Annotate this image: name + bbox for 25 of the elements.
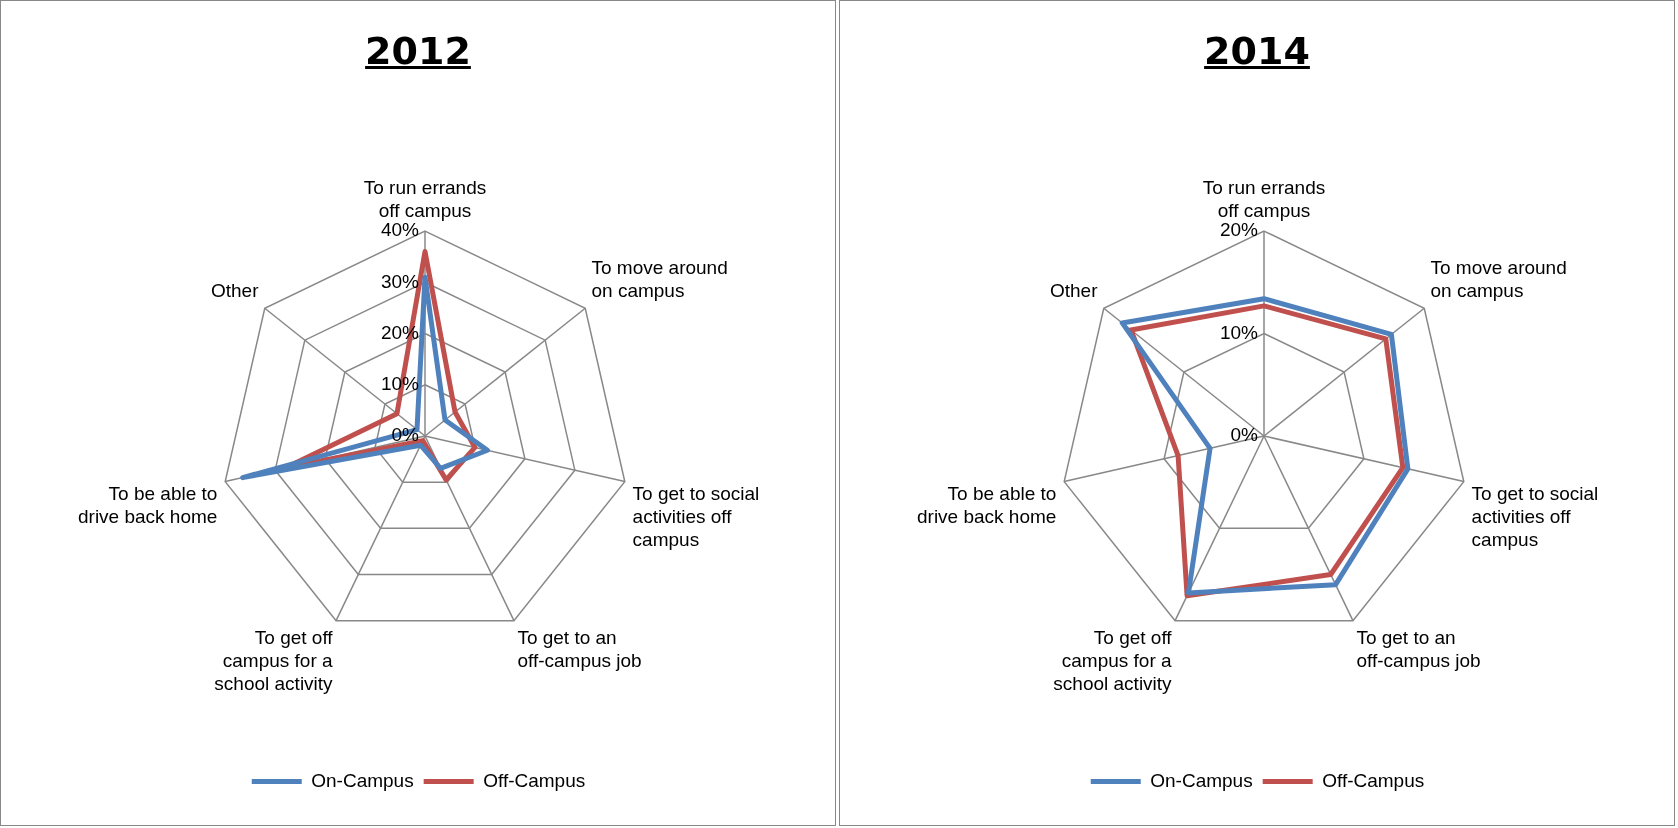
spoke-label: To move around on campus bbox=[591, 257, 728, 302]
spoke-label: Other bbox=[210, 280, 260, 302]
spoke-label: Other bbox=[1049, 280, 1099, 302]
spoke-label: To get off campus for a school activity bbox=[1053, 627, 1173, 695]
legend-label: Off-Campus bbox=[1322, 769, 1425, 791]
spoke-label: To move around on campus bbox=[1430, 257, 1567, 302]
spoke-label: To be able to drive back home bbox=[917, 483, 1057, 527]
y-tick-label: 20% bbox=[1219, 219, 1259, 241]
legend-label: On-Campus bbox=[311, 769, 414, 791]
spoke-label: To get to social activities off campus bbox=[632, 483, 760, 550]
y-tick-label: 40% bbox=[380, 219, 420, 241]
chart-title: 2012 bbox=[364, 29, 472, 73]
chart-title: 2014 bbox=[1203, 29, 1311, 73]
spoke-label: To run errands off campus bbox=[1202, 177, 1326, 221]
y-tick-label: 0% bbox=[391, 424, 420, 446]
spoke-label: To run errands off campus bbox=[363, 177, 487, 221]
spoke-label: To get to an off-campus job bbox=[517, 627, 642, 672]
spoke-label: To get off campus for a school activity bbox=[214, 627, 334, 695]
spoke-label: To be able to drive back home bbox=[78, 483, 218, 527]
spoke-label: To get to an off-campus job bbox=[1356, 627, 1481, 672]
y-tick-label: 0% bbox=[1230, 424, 1259, 446]
spoke-label: To get to social activities off campus bbox=[1471, 483, 1599, 550]
y-tick-label: 10% bbox=[1219, 321, 1259, 343]
legend-label: Off-Campus bbox=[483, 769, 586, 791]
legend-label: On-Campus bbox=[1150, 769, 1253, 791]
